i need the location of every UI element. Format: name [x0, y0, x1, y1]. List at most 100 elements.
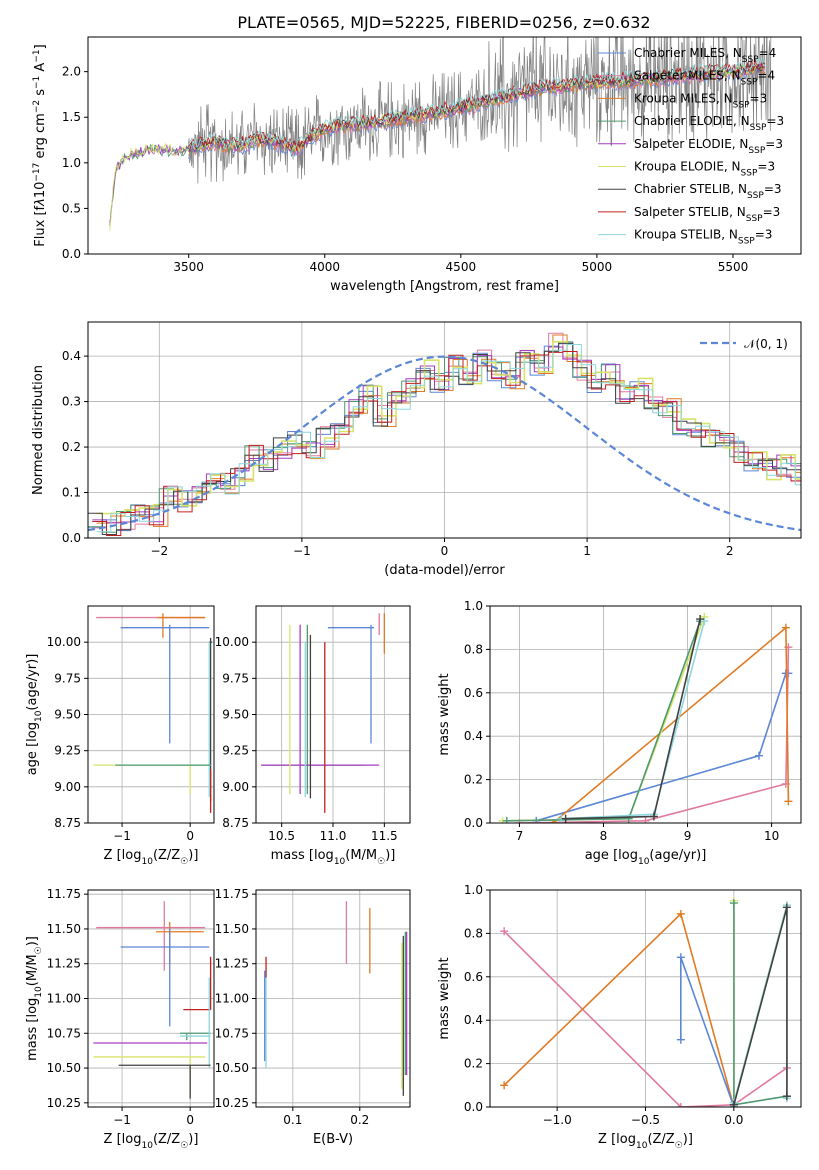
y-tick-label: 0.5 [62, 201, 81, 215]
weight-point [729, 899, 738, 908]
weight-line-chabrier-miles [535, 672, 789, 822]
residuals-axes: −2 −1 0 1 2 0.0 0.1 0.2 0.3 0.4 (data-model)/error… [31, 321, 802, 578]
y-axis-label: mass weight [437, 957, 452, 1039]
spectrum-plot-area [109, 37, 772, 231]
x-tick-label: −1 [113, 1113, 131, 1127]
weight-point [649, 812, 658, 821]
y-axis-label: Normed distribution [31, 365, 46, 495]
weight-point [782, 1092, 791, 1101]
y-tick-label: 11.50 [215, 922, 249, 936]
x-tick-label: 7 [516, 829, 524, 843]
weight-line-salpeter-miles [503, 930, 788, 1107]
x-axis-label: wavelength [Angstrom, rest frame] [330, 279, 559, 294]
x-tick-label: 2 [726, 544, 734, 558]
x-axis-label: Z [log10(Z/Z☉)] [104, 848, 199, 867]
y-tick-label: 1.0 [464, 883, 483, 897]
legend-entry: Salpeter MILES, NSSP=4 [634, 69, 775, 88]
y-tick-label: 0.4 [464, 1013, 483, 1027]
x-tick-label: 0.2 [350, 1113, 369, 1127]
y-tick-label: 9.75 [54, 671, 81, 685]
x-axis-label: mass [log10(M/M☉)] [271, 848, 396, 867]
y-tick-label: 0.6 [464, 686, 483, 700]
age_vs_mass-plot-area [261, 613, 385, 813]
axes-frame [489, 889, 802, 1108]
y-tick-label: 11.00 [47, 992, 81, 1006]
y-tick-label: 11.25 [215, 957, 249, 971]
weight-line-chabrier-stelib [733, 907, 788, 1106]
spectrum-axes: 3500 4000 4500 5000 5500 0.0 0.5 1.0 1.5 2.0 wavel… [32, 36, 802, 294]
residuals-plot-area [88, 332, 801, 536]
legend-entry: Chabrier MILES, NSSP=4 [634, 46, 776, 65]
age_vs_Z-plot-area [93, 613, 212, 813]
figure-title: PLATE=0565, MJD=52225, FIBERID=0256, z=0… [237, 13, 650, 32]
x-tick-label: −1 [293, 544, 311, 558]
y-tick-label: 0.8 [464, 926, 483, 940]
y-tick-label: 11.50 [47, 922, 81, 936]
weight-point [729, 1100, 738, 1107]
x-tick-label: −0.5 [631, 1113, 660, 1127]
weight-line-salpeter-miles [519, 647, 790, 823]
x-tick-label: 11.0 [320, 829, 347, 843]
y-tick-label: 1.0 [464, 599, 483, 613]
y-tick-label: 0.2 [464, 1057, 483, 1071]
residuals-frame [87, 321, 802, 539]
histogram-kroupa-miles [96, 334, 801, 527]
weight-point [676, 1103, 685, 1107]
weight-point [782, 903, 791, 912]
model-line-chabrier-miles [188, 65, 766, 159]
weight-point [676, 1035, 685, 1044]
y-tick-label: 10.00 [47, 635, 81, 649]
y-tick-label: 11.75 [215, 887, 249, 901]
weight-point [561, 814, 570, 823]
x-tick-label: 5000 [582, 260, 613, 274]
y-tick-label: 0.1 [62, 486, 81, 500]
y-tick-label: 10.50 [47, 1061, 81, 1075]
axes-frame [87, 605, 215, 824]
axes-frame [87, 889, 215, 1108]
mass_vs_EBV-axes: 0.1 0.2 10.25 10.50 10.75 11.00 11.25 11.50 11.7… [215, 887, 411, 1147]
y-tick-label: 11.00 [215, 992, 249, 1006]
y-tick-label: 0.3 [62, 395, 81, 409]
y-tick-label: 1.5 [62, 110, 81, 124]
y-axis-label: mass weight [437, 673, 452, 755]
histogram-salpeter-stelib [92, 351, 801, 536]
weight-line-chabrier-miles [680, 957, 735, 1107]
spectrum-frame [87, 36, 802, 255]
weight-point [500, 1081, 509, 1090]
y-tick-label: 10.00 [215, 635, 249, 649]
y-tick-label: 0.2 [62, 440, 81, 454]
y-tick-label: 8.75 [222, 816, 249, 830]
y-axis-label: Flux [fλ10−17 erg cm−2 s−1 A−1] [32, 44, 48, 246]
y-tick-label: 8.75 [54, 816, 81, 830]
weight_vs_age-axes: 7 8 9 10 0.0 0.2 0.4 0.6 0.8 1.0 age [log10(age/yr… [437, 599, 802, 867]
y-tick-label: 0.0 [464, 1100, 483, 1114]
x-tick-label: 0 [186, 829, 194, 843]
x-tick-label: 0.1 [283, 1113, 302, 1127]
y-tick-label: 9.00 [54, 780, 81, 794]
y-tick-label: 10.50 [215, 1061, 249, 1075]
axes-frame [255, 605, 411, 824]
x-tick-label: 4000 [309, 260, 340, 274]
weight-line-kroupa-miles [552, 626, 790, 823]
age_vs_mass-axes: 10.5 11.0 11.5 8.75 9.00 9.25 9.50 9.75 10.00 mas… [215, 605, 411, 867]
x-axis-label: Z [log10(Z/Z☉)] [104, 1132, 199, 1151]
weight-point [502, 816, 511, 823]
x-tick-label: −1.0 [543, 1113, 572, 1127]
normal-curve [88, 355, 801, 532]
y-tick-label: 10.25 [47, 1096, 81, 1110]
y-tick-label: 11.25 [47, 957, 81, 971]
weight-point [696, 615, 705, 624]
y-tick-label: 2.0 [62, 65, 81, 79]
legend-entry: Salpeter ELODIE, NSSP=3 [634, 137, 783, 156]
weight-point [781, 623, 790, 632]
spectrum-legend: Chabrier MILES, NSSP=4 Salpeter MILES, NS… [598, 46, 784, 247]
y-tick-label: 9.00 [222, 780, 249, 794]
legend-entry: Chabrier ELODIE, NSSP=3 [634, 114, 784, 133]
y-tick-label: 10.75 [215, 1026, 249, 1040]
x-tick-label: 0 [186, 1113, 194, 1127]
weight-line-kroupa-stelib [561, 620, 706, 820]
y-tick-label: 0.6 [464, 970, 483, 984]
y-tick-label: 1.0 [62, 156, 81, 170]
y-tick-label: 9.50 [54, 708, 81, 722]
x-axis-label: (data-model)/error [384, 563, 505, 578]
